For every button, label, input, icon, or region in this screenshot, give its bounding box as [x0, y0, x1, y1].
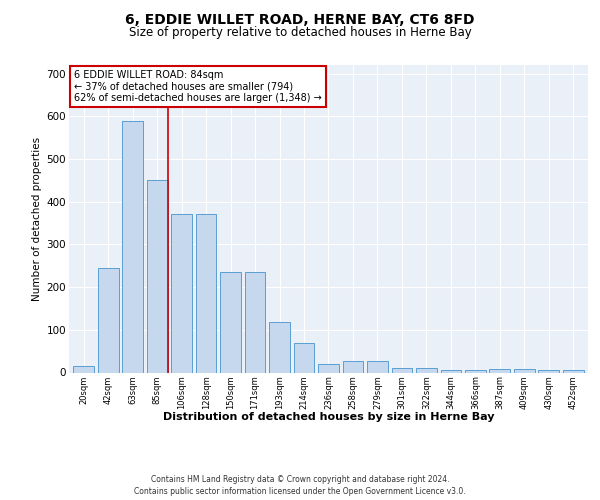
- Bar: [440, 370, 461, 372]
- Bar: [245, 272, 265, 372]
- Bar: [514, 369, 535, 372]
- Bar: [293, 344, 314, 372]
- Bar: [318, 364, 339, 372]
- Bar: [220, 272, 241, 372]
- Text: 6 EDDIE WILLET ROAD: 84sqm
← 37% of detached houses are smaller (794)
62% of sem: 6 EDDIE WILLET ROAD: 84sqm ← 37% of deta…: [74, 70, 322, 103]
- Bar: [563, 370, 584, 372]
- Text: 6, EDDIE WILLET ROAD, HERNE BAY, CT6 8FD: 6, EDDIE WILLET ROAD, HERNE BAY, CT6 8FD: [125, 12, 475, 26]
- Text: Contains HM Land Registry data © Crown copyright and database right 2024.
Contai: Contains HM Land Registry data © Crown c…: [134, 475, 466, 496]
- Bar: [98, 268, 119, 372]
- Bar: [538, 370, 559, 372]
- Text: Size of property relative to detached houses in Herne Bay: Size of property relative to detached ho…: [128, 26, 472, 39]
- Bar: [343, 360, 364, 372]
- Bar: [196, 214, 217, 372]
- Bar: [147, 180, 167, 372]
- Text: Distribution of detached houses by size in Herne Bay: Distribution of detached houses by size …: [163, 412, 494, 422]
- Bar: [73, 366, 94, 372]
- Bar: [392, 368, 412, 372]
- Bar: [171, 214, 192, 372]
- Bar: [416, 368, 437, 372]
- Bar: [269, 322, 290, 372]
- Bar: [490, 369, 510, 372]
- Y-axis label: Number of detached properties: Number of detached properties: [32, 136, 43, 301]
- Bar: [367, 360, 388, 372]
- Bar: [465, 370, 486, 372]
- Bar: [122, 120, 143, 372]
